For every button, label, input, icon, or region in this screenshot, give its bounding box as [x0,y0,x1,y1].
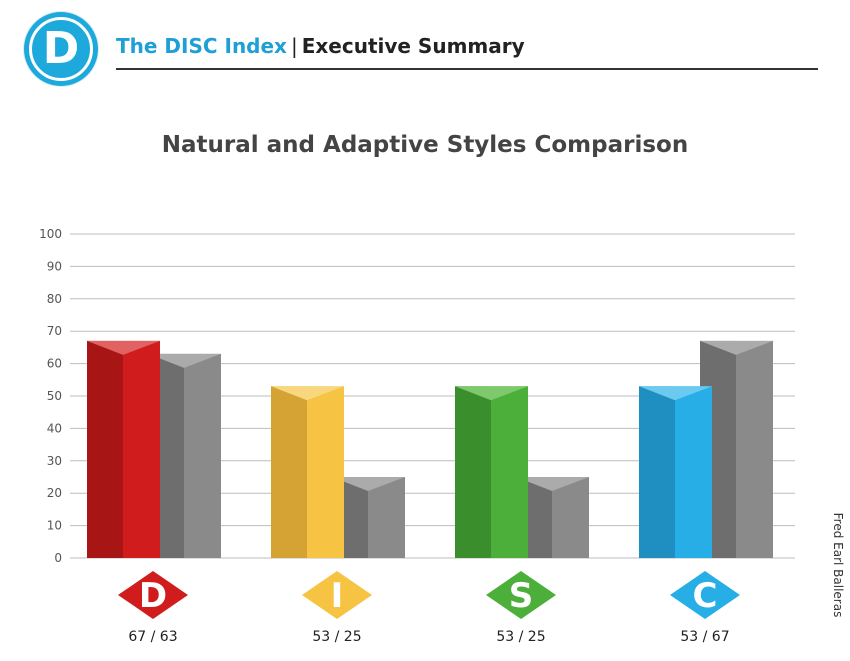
score-label-d: 67 / 63 [128,629,177,645]
bar-natural-c-cap [639,386,712,401]
bar-adaptive-s-front [552,477,589,558]
bar-adaptive-d-cap [148,353,221,368]
badge-i [302,571,372,619]
badge-letter-i: I [331,576,344,616]
bar-natural-d-side [87,340,123,558]
bar-adaptive-d-front [184,353,221,558]
bar-adaptive-i-cap [332,477,405,491]
y-tick-label: 30 [47,454,62,468]
bar-natural-d-front [123,340,160,558]
score-label-s: 53 / 25 [496,629,545,645]
bar-natural-i-front [307,386,344,558]
badge-letter-d: D [139,576,167,616]
y-tick-label: 50 [47,389,62,403]
y-tick-label: 0 [54,551,62,565]
badge-c [670,571,740,619]
logo-letter: D [42,23,80,74]
score-label-i: 53 / 25 [312,629,361,645]
y-tick-label: 40 [47,421,62,435]
bar-natural-c-side [639,386,675,558]
header-rule [116,68,818,70]
bar-adaptive-s-cap [516,477,589,491]
bar-natural-d-cap [87,340,160,355]
y-tick-label: 80 [47,292,62,306]
badge-s [486,571,556,619]
bar-adaptive-c-front [736,340,773,558]
chart-title: Natural and Adaptive Styles Comparison [161,132,689,158]
bar-natural-i-cap [271,386,344,401]
y-tick-label: 60 [47,357,62,371]
bar-natural-s-cap [455,386,528,401]
bar-natural-s-side [455,386,491,558]
title-separator: | [290,34,298,58]
bar-adaptive-i-front [368,477,405,558]
y-tick-label: 70 [47,324,62,338]
disc-logo: D [24,12,98,86]
bar-natural-i-side [271,386,307,558]
person-name: Fred Earl Balleras [831,512,845,618]
y-tick-label: 100 [39,227,62,241]
y-tick-label: 90 [47,259,62,273]
header-title: The DISC Index | Executive Summary [116,34,525,58]
bar-natural-s-front [491,386,528,558]
y-tick-label: 20 [47,486,62,500]
bar-natural-c-front [675,386,712,558]
badge-letter-c: C [693,576,718,616]
badge-letter-s: S [509,576,534,616]
y-tick-label: 10 [47,519,62,533]
section-name: Executive Summary [301,34,525,58]
score-label-c: 53 / 67 [680,629,729,645]
badge-d [118,571,188,619]
bar-adaptive-c-cap [700,340,773,355]
logo-ring [29,17,93,81]
brand-name: The DISC Index [116,34,287,58]
